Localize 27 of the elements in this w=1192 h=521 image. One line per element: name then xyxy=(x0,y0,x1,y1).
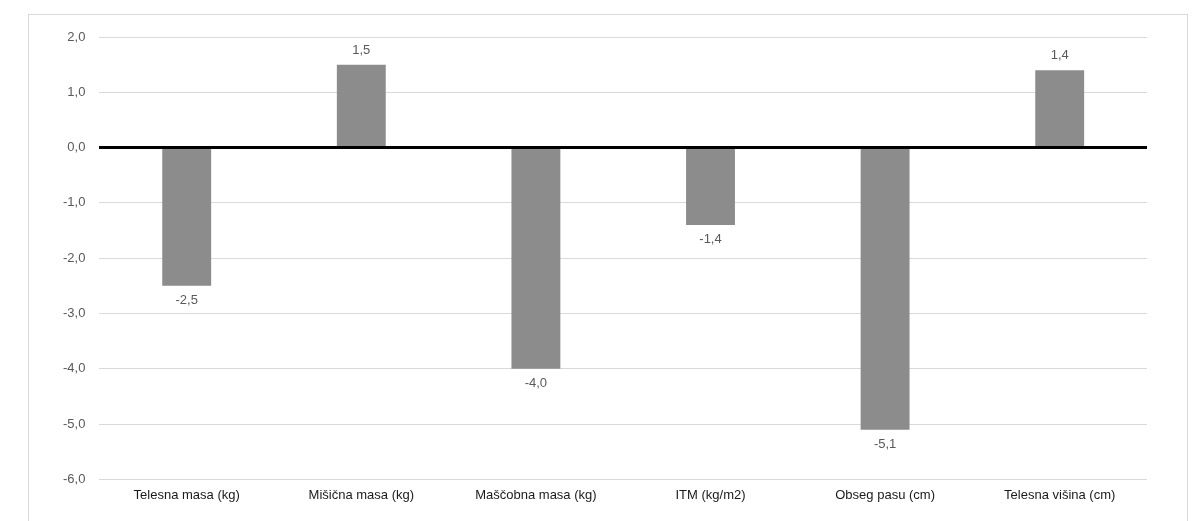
y-tick-label: -1,0 xyxy=(62,194,86,210)
x-tick-label: Telesna višina (cm) xyxy=(1004,486,1116,502)
x-tick-label: Telesna masa (kg) xyxy=(133,486,240,502)
y-tick-label: 0,0 xyxy=(67,139,86,155)
data-label: -1,4 xyxy=(699,231,722,247)
y-tick-label: 1,0 xyxy=(67,83,86,99)
bar xyxy=(686,149,735,226)
y-tick-label: 2,0 xyxy=(67,28,86,44)
x-tick-label: Maščobna masa (kg) xyxy=(475,486,597,502)
x-tick-label: ITM (kg/m2) xyxy=(675,486,746,502)
data-label: -4,0 xyxy=(524,374,548,390)
data-label: 1,5 xyxy=(352,41,371,57)
y-tick-label: -6,0 xyxy=(62,470,86,486)
y-tick-label: -4,0 xyxy=(62,360,86,376)
data-label: -5,1 xyxy=(873,435,897,451)
bar xyxy=(860,149,910,430)
x-tick-label: Obseg pasu (cm) xyxy=(835,486,935,502)
bar xyxy=(511,149,561,369)
data-label: -2,5 xyxy=(175,291,198,307)
bar xyxy=(336,64,386,147)
data-label: 1,4 xyxy=(1050,47,1069,63)
y-tick-label: -3,0 xyxy=(62,305,86,321)
bar xyxy=(162,149,212,286)
y-tick-label: -5,0 xyxy=(62,415,86,431)
y-tick-label: -2,0 xyxy=(62,249,86,265)
x-tick-label: Mišična masa (kg) xyxy=(308,486,415,502)
bar xyxy=(1035,70,1085,147)
